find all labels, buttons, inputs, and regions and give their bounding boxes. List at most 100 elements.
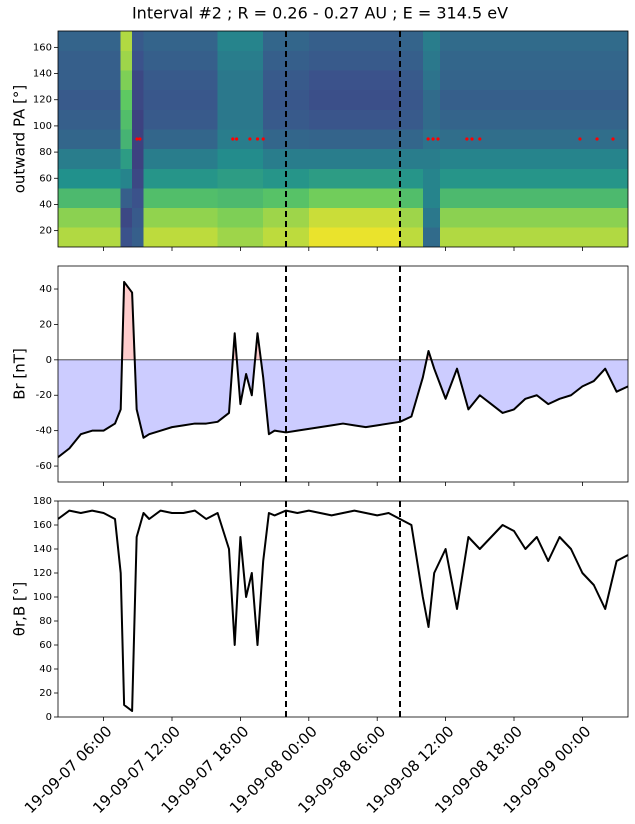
marker-point [611,137,615,141]
heat-cell [132,148,144,169]
marker-point [231,137,235,141]
heat-cell [263,188,310,209]
heat-cell [217,227,264,247]
plot-area [58,266,628,482]
heat-cell [263,70,310,91]
heat-cell [400,70,424,91]
heat-cell [217,109,264,130]
heat-cell [120,89,133,110]
heat-cell [143,227,218,247]
heat-cell [400,109,424,130]
axes-frame [57,265,629,483]
heat-cell [132,188,144,209]
marker-point [465,137,469,141]
heat-cell [58,129,121,150]
heat-cell [143,148,218,169]
heat-cell [58,188,121,209]
heat-cell [439,168,628,189]
heat-cell [143,109,218,130]
heat-cell [120,31,133,51]
y-tick-label: 20 [39,226,52,237]
y-axis-label: θr,B [°] [11,582,29,636]
heat-cell [422,207,441,228]
heat-cell [263,207,310,228]
y-tick-label: 80 [39,147,52,158]
figure-title: Interval #2 ; R = 0.26 - 0.27 AU ; E = 3… [132,4,508,23]
heat-cell [120,227,133,247]
heat-cell [120,129,133,150]
y-tick-label: -40 [36,426,52,437]
heat-cell [308,109,401,130]
heat-cell [263,129,310,150]
heat-cell [143,50,218,71]
y-tick-label: 140 [33,69,52,80]
heat-cell [143,129,218,150]
heat-cell [132,89,144,110]
heat-cell [400,31,424,51]
heat-cell [308,188,401,209]
heat-cell [308,227,401,247]
heat-cell [132,227,144,247]
y-tick-label: 100 [33,592,52,603]
heat-cell [58,70,121,91]
heat-cell [439,227,628,247]
heat-cell [439,188,628,209]
axes-frame [57,500,629,718]
heat-cell [132,109,144,130]
heat-cell [422,109,441,130]
heat-cell [308,207,401,228]
heat-cell [439,207,628,228]
marker-point [135,137,139,141]
heat-cell [58,207,121,228]
y-tick-label: 120 [33,95,52,106]
heat-cell [143,188,218,209]
heat-cell [263,168,310,189]
marker-point [470,137,474,141]
y-tick-label: 60 [39,640,52,651]
heat-cell [263,148,310,169]
y-tick-label: 140 [33,544,52,555]
marker-point [426,137,430,141]
heat-cell [400,207,424,228]
heat-cell [263,227,310,247]
heat-cell [308,89,401,110]
heat-cell [439,109,628,130]
heat-cell [58,109,121,130]
heat-cell [439,50,628,71]
heat-cell [263,50,310,71]
data-line [58,280,628,459]
heat-cell [217,129,264,150]
heat-cell [120,168,133,189]
y-tick-label: 160 [33,520,52,531]
y-tick-label: 20 [39,688,52,699]
heat-cell [400,227,424,247]
heat-cell [58,50,121,71]
heat-cell [439,129,628,150]
heat-cell [217,31,264,51]
heat-cell [120,148,133,169]
heat-cell [217,168,264,189]
heat-cell [132,168,144,189]
marker-point [235,137,239,141]
marker-point [431,137,435,141]
heat-cell [308,148,401,169]
heat-cell [263,89,310,110]
heat-cell [422,50,441,71]
heat-cell [422,89,441,110]
heat-cell [422,70,441,91]
heat-cell [217,207,264,228]
heat-cell [308,129,401,150]
y-tick-label: 100 [33,121,52,132]
marker-point [436,137,440,141]
y-tick-label: 180 [33,496,52,507]
heat-cell [263,31,310,51]
heat-cell [120,207,133,228]
heat-cell [58,89,121,110]
y-axis-label: Br [nT] [11,348,29,400]
area-negative [58,359,628,458]
heat-cell [217,50,264,71]
y-tick-label: 80 [39,616,52,627]
heat-cell [308,50,401,71]
y-tick-label: 40 [39,199,52,210]
heat-cell [58,168,121,189]
